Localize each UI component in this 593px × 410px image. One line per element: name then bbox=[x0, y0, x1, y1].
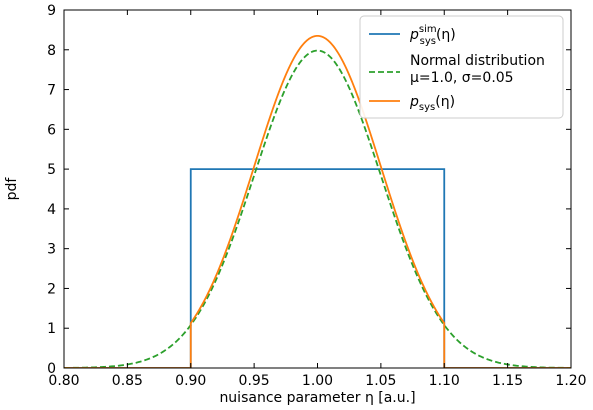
y-axis: 0 1 2 3 4 5 6 7 8 9 bbox=[47, 3, 571, 377]
x-tick-label: 1.15 bbox=[492, 373, 523, 389]
y-tick-label: 7 bbox=[47, 83, 56, 99]
legend-label-1: psim sys(η) bbox=[409, 24, 456, 47]
y-tick-label: 3 bbox=[47, 242, 56, 258]
legend-label-2-line-1: Normal distribution bbox=[410, 53, 545, 69]
x-tick-label: 1.05 bbox=[365, 373, 396, 389]
x-tick-label: 0.80 bbox=[48, 373, 79, 389]
y-tick-label: 1 bbox=[47, 321, 56, 337]
legend-label-2-line-2: μ=1.0, σ=0.05 bbox=[410, 70, 514, 86]
x-axis: 0.80 0.85 0.90 0.95 1.00 1.05 1.10 1.15 1.20 bbox=[48, 10, 587, 389]
y-tick-label: 9 bbox=[47, 3, 56, 19]
y-tick-label: 8 bbox=[47, 43, 56, 59]
legend-box bbox=[359, 15, 564, 119]
y-tick-label: 5 bbox=[47, 162, 56, 178]
x-tick-label: 0.85 bbox=[112, 373, 143, 389]
x-tick-label: 1.20 bbox=[555, 373, 586, 389]
series-layer bbox=[64, 34, 571, 368]
series-line-2 bbox=[64, 49, 571, 368]
y-tick-label: 0 bbox=[47, 361, 56, 377]
x-tick-label: 1.00 bbox=[302, 373, 333, 389]
series-line-1 bbox=[64, 168, 571, 368]
x-axis-label: nuisance parameter η [a.u.] bbox=[219, 390, 415, 406]
y-tick-label: 6 bbox=[47, 122, 56, 138]
x-tick-label: 0.90 bbox=[175, 373, 206, 389]
x-tick-label: 0.95 bbox=[239, 373, 270, 389]
x-tick-label: 1.10 bbox=[429, 373, 460, 389]
legend-label-3: psys(η) bbox=[409, 94, 455, 113]
y-axis-label: pdf bbox=[4, 177, 20, 201]
series-line-3 bbox=[64, 34, 571, 368]
y-tick-label: 2 bbox=[47, 281, 56, 297]
y-tick-label: 4 bbox=[47, 202, 56, 218]
